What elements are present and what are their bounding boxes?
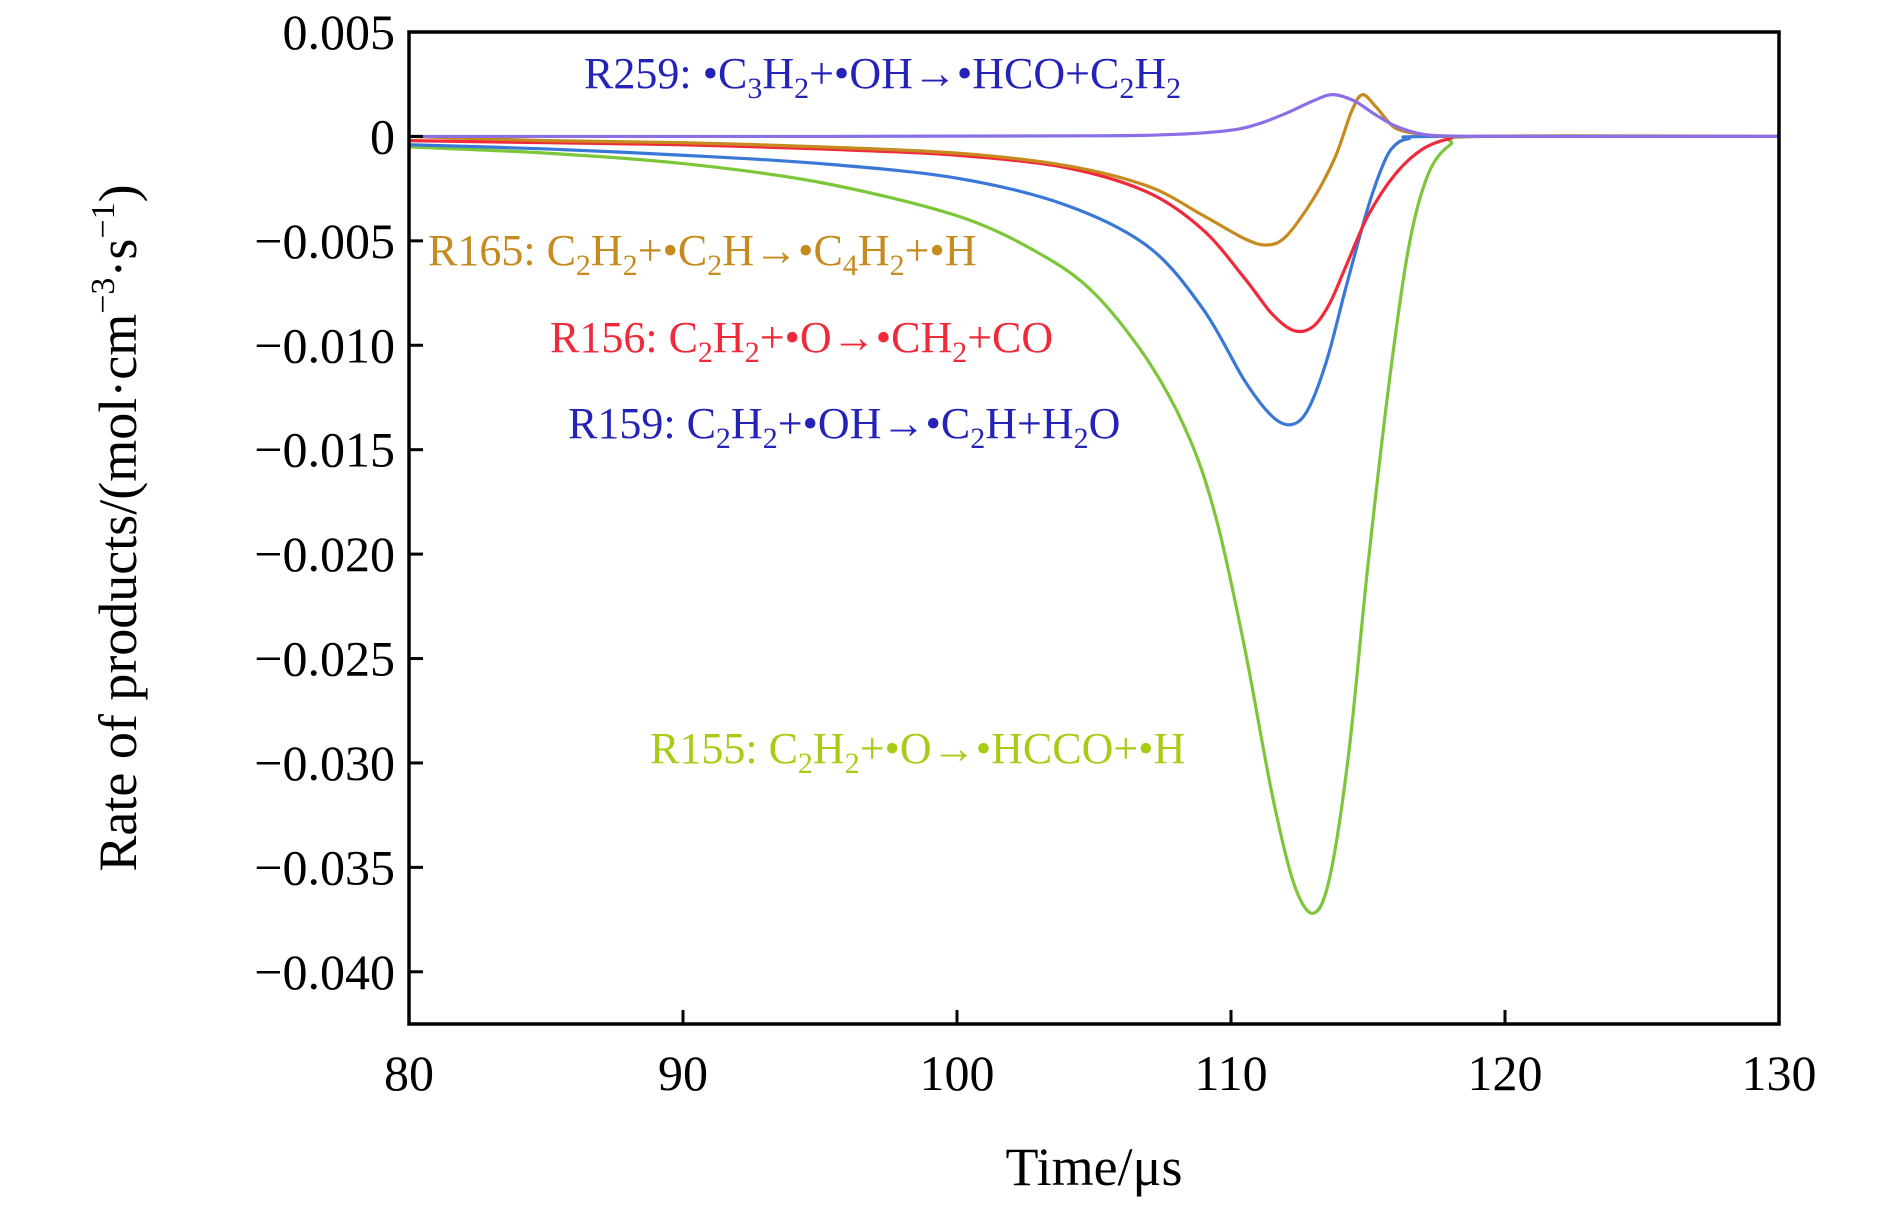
x-tick-label: 120 (1468, 1045, 1543, 1101)
y-tick-label: −0.015 (254, 422, 395, 478)
x-axis-title: Time/μs (1005, 1137, 1182, 1197)
x-tick-label: 80 (384, 1045, 434, 1101)
series-line (409, 134, 1779, 427)
y-tick-label: −0.035 (254, 839, 395, 895)
series-label: R155: C2H2+•O→•HCCO+•H (650, 724, 1185, 780)
plot-frame (407, 30, 1781, 1026)
y-tick-label: 0.005 (283, 4, 396, 60)
series-line (409, 134, 1779, 915)
x-tick-label: 100 (920, 1045, 995, 1101)
y-axis-title: Rate of products/(mol·cm−3·s−1) (85, 184, 148, 871)
x-tick-label: 130 (1742, 1045, 1817, 1101)
y-tick-label: −0.005 (254, 213, 395, 269)
y-tick-label: −0.030 (254, 735, 395, 791)
series-labels: R259: •C3H2+•OH→•HCO+C2H2 R165: C2H2+•C2H… (428, 49, 1185, 780)
series-layer (409, 93, 1779, 915)
y-tick-label: −0.020 (254, 526, 395, 582)
y-tick-label: −0.010 (254, 317, 395, 373)
x-tick-label: 110 (1194, 1045, 1267, 1101)
x-tick-label: 90 (658, 1045, 708, 1101)
y-tick-label: −0.040 (254, 944, 395, 1000)
series-line (409, 93, 1779, 247)
series-line (409, 93, 1779, 139)
y-tick-label: −0.025 (254, 631, 395, 687)
series-label: R159: C2H2+•OH→•C2H+H2O (568, 399, 1120, 455)
y-tick-label: 0 (370, 108, 395, 164)
x-axis: 80 90 100 110 120 130 (384, 1010, 1817, 1101)
series-line (409, 134, 1779, 334)
y-axis: 0.005 0 −0.005 −0.010 −0.015 −0.020 −0.025 −0.0… (254, 4, 423, 1000)
series-label: R165: C2H2+•C2H→•C4H2+•H (428, 226, 977, 282)
series-label: R156: C2H2+•O→•CH2+CO (550, 313, 1053, 369)
series-label: R259: •C3H2+•OH→•HCO+C2H2 (584, 49, 1181, 105)
